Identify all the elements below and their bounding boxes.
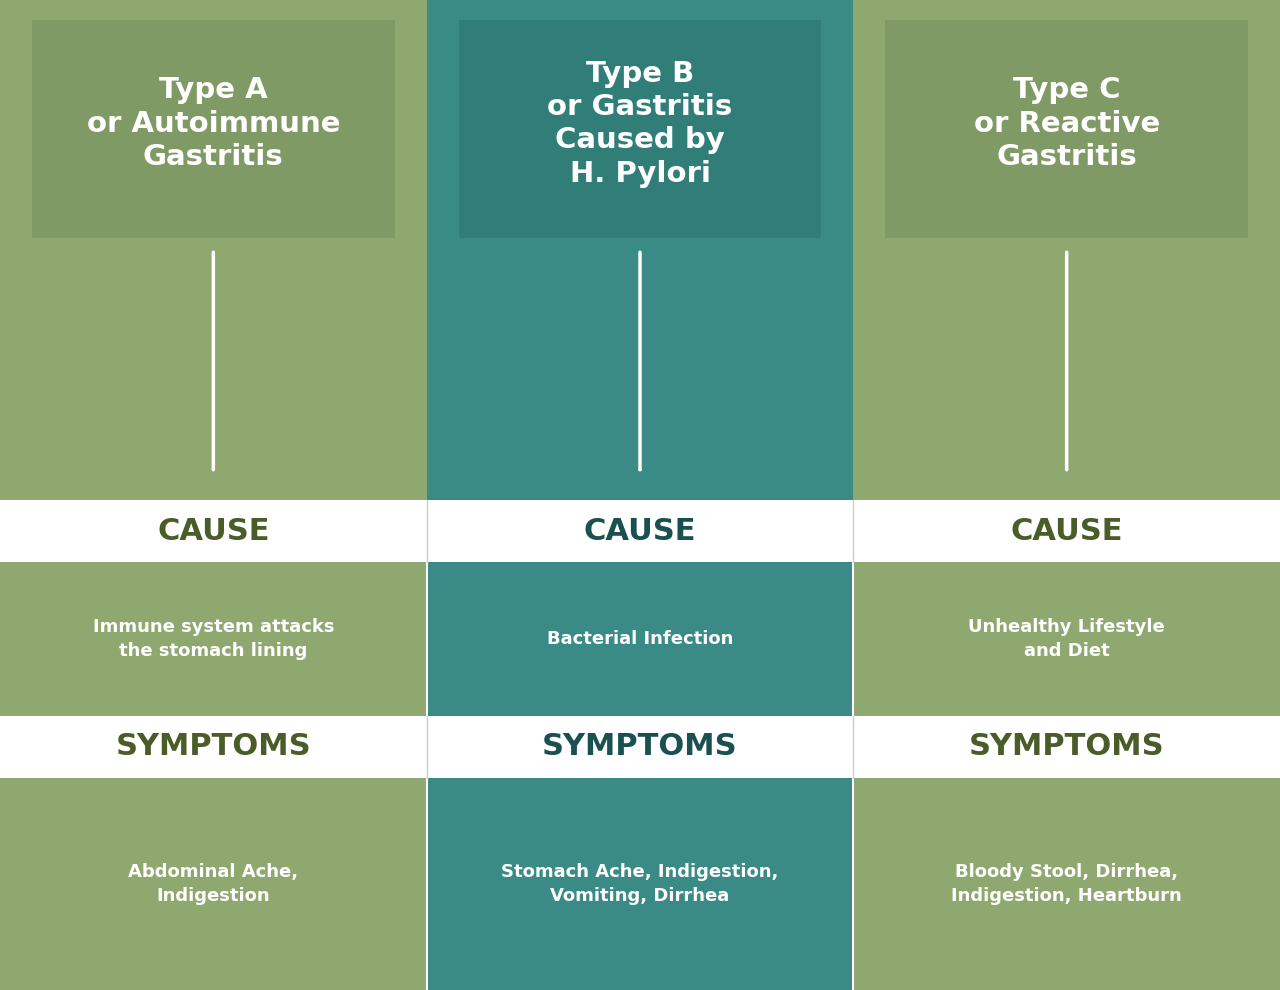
Bar [0,500,1280,562]
Text: SYMPTOMS: SYMPTOMS [115,733,311,761]
Text: Type A
or Autoimmune
Gastritis: Type A or Autoimmune Gastritis [87,76,340,171]
Text: Type C
or Reactive
Gastritis: Type C or Reactive Gastritis [974,76,1160,171]
Text: Abdominal Ache,
Indigestion: Abdominal Ache, Indigestion [128,863,298,905]
Text: Unhealthy Lifestyle
and Diet: Unhealthy Lifestyle and Diet [968,618,1165,660]
Bar [0,0,426,500]
Text: Type B
or Gastritis
Caused by
H. Pylori: Type B or Gastritis Caused by H. Pylori [548,59,732,188]
Bar [854,778,1280,990]
Bar [426,0,854,500]
Text: CAUSE: CAUSE [157,517,270,545]
Bar [854,0,1280,500]
Text: Immune system attacks
the stomach lining: Immune system attacks the stomach lining [92,618,334,660]
Text: SYMPTOMS: SYMPTOMS [969,733,1165,761]
Bar [458,20,822,238]
Bar [854,562,1280,716]
Bar [886,20,1248,238]
Bar [426,562,854,716]
Bar [426,778,854,990]
Text: CAUSE: CAUSE [584,517,696,545]
Text: SYMPTOMS: SYMPTOMS [543,733,737,761]
Text: CAUSE: CAUSE [1010,517,1123,545]
Bar [0,562,426,716]
Bar [32,20,394,238]
Bar [0,716,1280,778]
Text: Stomach Ache, Indigestion,
Vomiting, Dirrhea: Stomach Ache, Indigestion, Vomiting, Dir… [502,863,778,905]
Text: Bacterial Infection: Bacterial Infection [547,630,733,648]
Text: Bloody Stool, Dirrhea,
Indigestion, Heartburn: Bloody Stool, Dirrhea, Indigestion, Hear… [951,863,1181,905]
Bar [0,778,426,990]
